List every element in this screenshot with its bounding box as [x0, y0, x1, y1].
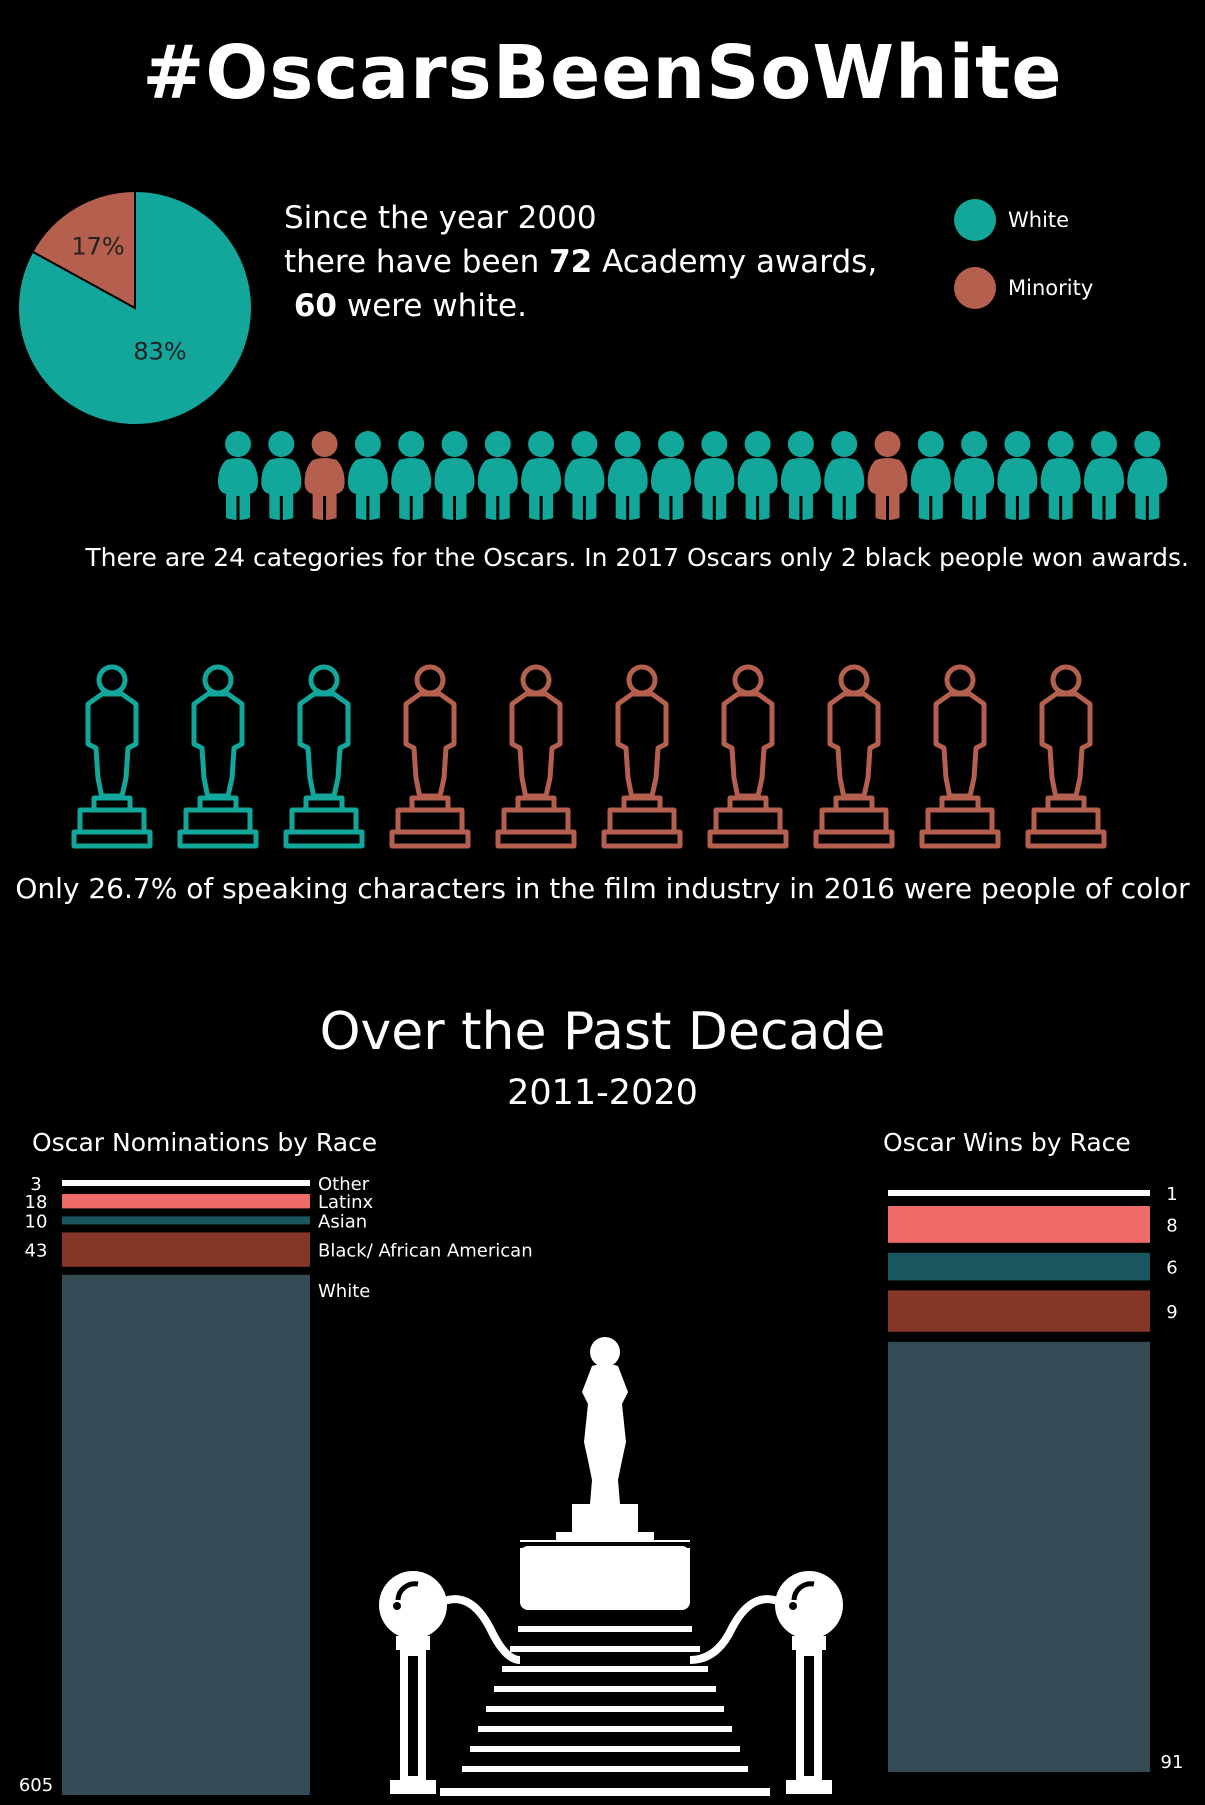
decade-years: 2011-2020	[507, 1073, 698, 1113]
person-icon	[434, 431, 475, 520]
person-icon	[824, 431, 865, 520]
decade-heading: Over the Past Decade	[319, 1002, 886, 1062]
person-icon	[261, 431, 302, 520]
person-icon	[1127, 431, 1168, 520]
statue-icon-row	[71, 664, 1107, 849]
intro-line-2-post: Academy awards,	[592, 244, 878, 280]
legend-swatch-minority	[954, 267, 996, 309]
bar-category-label: Latinx	[318, 1192, 374, 1213]
bar-white	[888, 1341, 1150, 1772]
intro-line-3-post: were white.	[337, 288, 527, 324]
person-icon	[910, 431, 951, 520]
statue-caption: Only 26.7% of speaking characters in the…	[15, 872, 1190, 905]
person-icon	[1084, 431, 1124, 520]
bar-value: 6	[1166, 1258, 1177, 1279]
wins-chart: 1 8 6 9 91	[888, 1184, 1183, 1773]
oscar-statue-icon	[919, 664, 1001, 849]
oscar-statue-icon	[389, 664, 471, 849]
bar-value: 1	[1166, 1184, 1177, 1205]
bar-black-african-american	[888, 1290, 1150, 1332]
red-carpet-statue-icon	[379, 1337, 843, 1796]
oscar-statue-icon	[71, 664, 153, 849]
person-icon	[607, 431, 648, 520]
bar-category-label: Asian	[318, 1211, 367, 1232]
wins-chart-title: Oscar Wins by Race	[883, 1128, 1131, 1157]
bar-value: 3	[30, 1174, 41, 1195]
person-icon	[391, 431, 432, 520]
bar-value: 91	[1161, 1752, 1184, 1773]
pie-label-white: 83%	[133, 337, 186, 365]
person-icon	[780, 431, 821, 520]
oscar-statue-icon	[177, 664, 259, 849]
person-icon	[651, 431, 691, 520]
oscar-statue-icon	[1025, 664, 1107, 849]
pie-slice-minority	[31, 189, 136, 310]
person-icon	[304, 431, 345, 520]
bar-black-african-american	[62, 1232, 310, 1267]
intro-line-1: Since the year 2000	[284, 200, 597, 236]
legend-label-minority: Minority	[1008, 276, 1094, 300]
oscar-statue-icon	[283, 664, 365, 849]
person-icon	[564, 431, 605, 520]
awards-white: 60	[293, 288, 337, 324]
people-caption: There are 24 categories for the Oscars. …	[85, 543, 1189, 572]
bar-value: 605	[19, 1775, 53, 1796]
intro-line-3: 60 were white.	[284, 284, 877, 328]
oscar-statue-icon	[495, 664, 577, 849]
intro-line-2: there have been 72 Academy awards,	[284, 240, 877, 284]
legend-label-white: White	[1008, 208, 1070, 232]
bar-other	[888, 1190, 1150, 1196]
bar-asian	[888, 1252, 1150, 1281]
pie-chart: 83% 17%	[17, 189, 253, 426]
intro-text: Since the year 2000 there have been 72 A…	[284, 196, 877, 328]
person-icon	[954, 431, 995, 520]
person-icon	[477, 431, 518, 520]
bar-other	[62, 1180, 310, 1186]
person-icon	[521, 431, 562, 520]
bar-category-label: White	[318, 1281, 370, 1302]
bar-value: 18	[25, 1192, 48, 1213]
people-icon-row	[218, 431, 1168, 520]
person-icon	[1040, 431, 1081, 520]
oscar-statue-icon	[707, 664, 789, 849]
person-icon	[737, 431, 778, 520]
pie-label-minority: 17%	[71, 233, 124, 261]
legend-item-minority: Minority	[954, 267, 1093, 309]
person-icon	[867, 431, 908, 520]
bar-category-label: Black/ African American	[318, 1241, 533, 1262]
bar-asian	[62, 1216, 310, 1225]
awards-total: 72	[549, 244, 593, 280]
legend-item-white: White	[954, 199, 1069, 241]
bar-value: 10	[25, 1211, 48, 1232]
person-icon	[997, 431, 1038, 520]
intro-line-2-pre: there have been	[284, 244, 550, 280]
page-title: #OscarsBeenSoWhite	[142, 30, 1063, 116]
bar-white	[62, 1274, 310, 1795]
oscar-statue-icon	[601, 664, 683, 849]
bar-category-label: Other	[318, 1174, 370, 1195]
person-icon	[218, 431, 258, 520]
bar-value: 43	[25, 1241, 48, 1262]
bar-value: 8	[1166, 1215, 1177, 1236]
legend-swatch-white	[954, 199, 996, 241]
bar-latinx	[888, 1206, 1150, 1243]
nominations-chart-title: Oscar Nominations by Race	[32, 1128, 378, 1157]
nominations-chart: 3 Other 18 Latinx 10 Asian 43 Black/ African Am…	[19, 1174, 533, 1796]
bar-value: 9	[1166, 1302, 1177, 1323]
oscar-statue-icon	[813, 664, 895, 849]
person-icon	[347, 431, 388, 520]
bar-latinx	[62, 1194, 310, 1209]
person-icon	[694, 431, 735, 520]
